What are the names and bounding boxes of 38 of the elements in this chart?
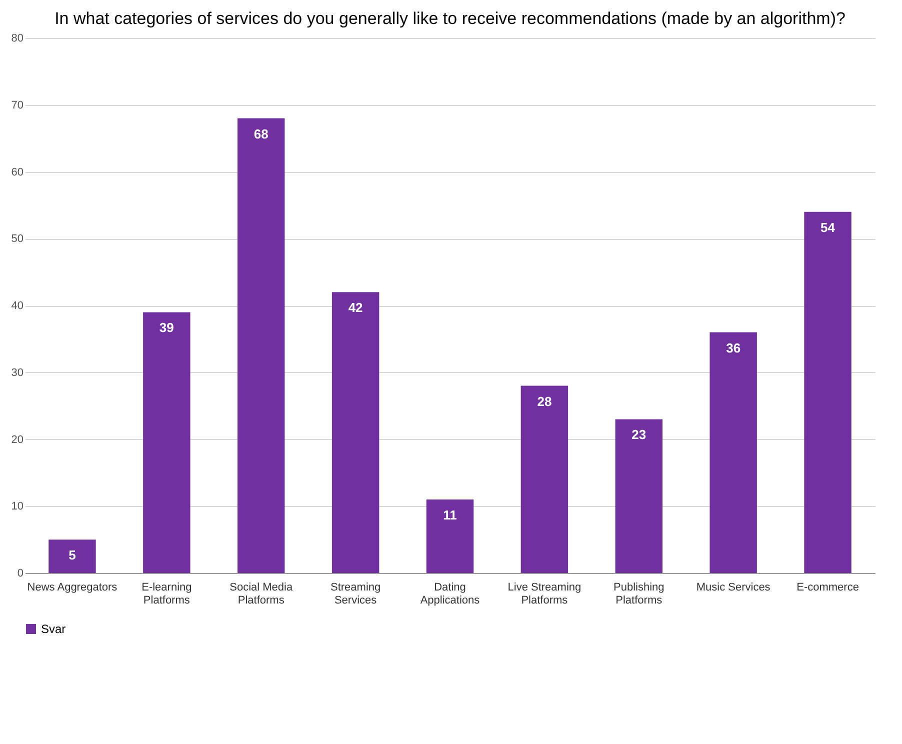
bar <box>238 118 285 573</box>
bar <box>710 332 757 573</box>
data-label: 39 <box>159 320 174 336</box>
x-tick-label: E-commerce <box>796 582 859 594</box>
y-tick-label: 0 <box>17 568 24 580</box>
y-tick-label: 30 <box>11 366 24 379</box>
data-label: 68 <box>254 126 268 142</box>
data-label: 5 <box>68 548 76 563</box>
y-tick-label: 10 <box>11 500 24 513</box>
legend-label: Svar <box>41 622 66 636</box>
data-label: 23 <box>632 427 646 442</box>
bar <box>143 312 190 573</box>
y-tick-label: 70 <box>11 99 24 112</box>
x-tick-label: Music Services <box>696 582 771 594</box>
bar <box>426 499 474 573</box>
chart-title: In what categories of services do you generally like to receive recommendations (made by an algorithm)? <box>54 9 846 28</box>
x-tick-label: Dating Applications <box>420 582 480 606</box>
bar <box>615 419 662 573</box>
data-label: 42 <box>348 300 363 316</box>
data-label: 36 <box>726 340 741 356</box>
x-tick-label: Streaming Services <box>330 582 381 606</box>
data-label: 11 <box>443 507 457 522</box>
y-tick-label: 50 <box>11 233 24 246</box>
y-tick-label: 60 <box>11 166 24 178</box>
y-tick-label: 20 <box>11 434 24 446</box>
y-tick-label: 40 <box>11 300 24 312</box>
y-tick-label: 80 <box>11 32 24 44</box>
bar <box>520 386 568 573</box>
x-tick-label: Live Streaming Platforms <box>508 582 582 606</box>
bar <box>48 540 96 573</box>
data-label: 28 <box>537 394 552 409</box>
data-label: 54 <box>820 220 836 235</box>
bar <box>804 212 852 573</box>
x-tick-label: News Aggregators <box>27 582 118 594</box>
bar <box>332 292 380 573</box>
x-tick-label: Publishing Platforms <box>614 582 664 606</box>
x-tick-label: Social Media Platforms <box>230 582 294 606</box>
x-tick-label: E-learning Platforms <box>142 582 192 606</box>
